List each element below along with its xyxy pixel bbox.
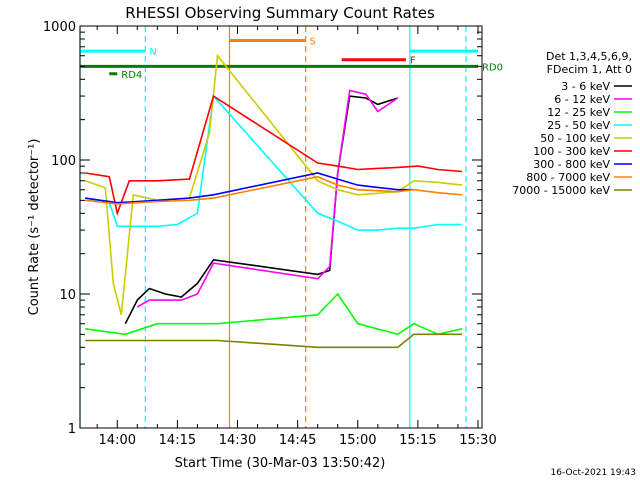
y-tick-label: 1000: [43, 20, 76, 35]
y-tick-label: 100: [51, 154, 76, 169]
series-line-1: [124, 95, 399, 325]
series-line-5: [84, 53, 463, 315]
series-line-4: [85, 94, 462, 231]
series-line-9: [85, 333, 462, 349]
flag-label: S: [310, 36, 316, 47]
x-tick-label: 15:00: [339, 433, 376, 448]
legend-entry: 100 - 300 keV: [533, 145, 610, 158]
legend-header: Det 1,3,4,5,6,9,: [546, 50, 632, 63]
x-tick-label: 14:45: [279, 433, 316, 448]
chart-title: RHESSI Observing Summary Count Rates: [125, 4, 435, 22]
data-series: [84, 53, 463, 349]
x-tick-label: 15:15: [399, 433, 436, 448]
series-line-2: [136, 89, 399, 308]
flag-label: RD0: [482, 62, 503, 73]
x-tick-label: 15:30: [459, 433, 496, 448]
y-tick-label: 10: [59, 288, 76, 303]
plot-frame: [79, 25, 483, 429]
timestamp-label: 16-Oct-2021 19:43: [551, 468, 636, 478]
legend: Det 1,3,4,5,6,9,FDecim 1, Att 0 3 - 6 keV…: [512, 50, 632, 197]
flag-label: N: [149, 47, 156, 58]
legend-entry: 7000 - 15000 keV: [512, 184, 610, 197]
legend-header: FDecim 1, Att 0: [547, 63, 632, 76]
legend-entry: 50 - 100 keV: [540, 132, 610, 145]
legend-entry: 6 - 12 keV: [554, 93, 610, 106]
x-tick-label: 14:15: [159, 433, 196, 448]
legend-entry: 25 - 50 keV: [547, 119, 610, 132]
flag-label: F: [410, 56, 416, 67]
status-flags: N S F RD0 RD4: [80, 36, 503, 81]
legend-entry: 12 - 25 keV: [547, 106, 610, 119]
x-axis-label: Start Time (30-Mar-03 13:50:42): [175, 456, 386, 471]
series-line-6: [85, 94, 463, 217]
x-tick-label: 14:00: [99, 433, 136, 448]
legend-entry: 3 - 6 keV: [561, 80, 610, 93]
flag-label: RD4: [121, 70, 142, 81]
series-line-8: [85, 175, 463, 205]
y-axis-label: Count Rate (s⁻¹ detector⁻¹): [27, 139, 42, 316]
axes: 1 10 100 1000 14:00 14:15 14:30 14:45 15:00 15:15…: [43, 20, 497, 448]
series-line-7: [85, 172, 414, 204]
x-tick-label: 14:30: [219, 433, 256, 448]
series-line-3: [85, 292, 463, 336]
y-tick-label: 1: [68, 422, 76, 437]
legend-entry: 800 - 7000 keV: [526, 171, 610, 184]
legend-entry: 300 - 800 keV: [533, 158, 610, 171]
